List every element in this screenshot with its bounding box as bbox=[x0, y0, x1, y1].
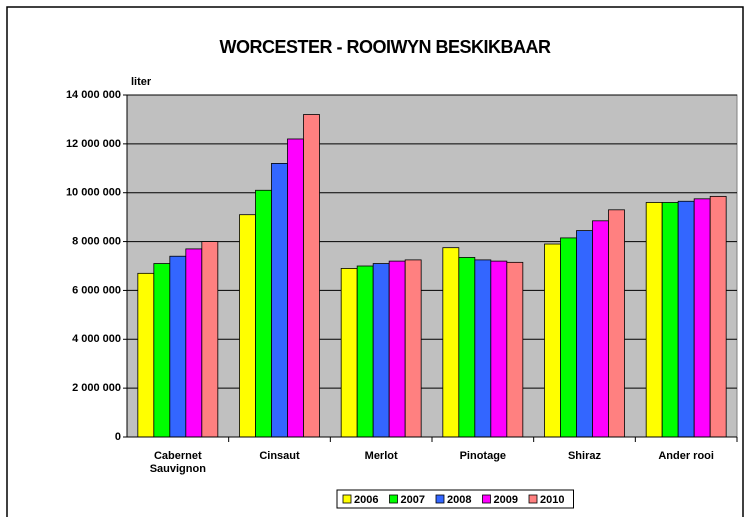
legend-swatch bbox=[482, 494, 491, 504]
bar bbox=[576, 230, 593, 438]
bar bbox=[153, 263, 171, 438]
bar bbox=[661, 202, 679, 438]
legend-swatch bbox=[342, 494, 352, 504]
bar bbox=[474, 259, 492, 438]
bar bbox=[388, 260, 406, 438]
y-tick-label: 10 000 000 bbox=[66, 187, 121, 199]
bar bbox=[709, 195, 727, 438]
bar bbox=[239, 214, 256, 438]
y-tick-label: 4 000 000 bbox=[72, 333, 121, 345]
bar bbox=[608, 209, 625, 438]
y-tick-label: 0 bbox=[115, 431, 121, 443]
legend-label: 2007 bbox=[401, 494, 425, 506]
bar bbox=[506, 261, 524, 438]
legend-label: 2010 bbox=[540, 494, 564, 506]
bar bbox=[372, 263, 390, 438]
y-tick-label: 14 000 000 bbox=[66, 89, 121, 101]
bar bbox=[340, 268, 358, 438]
bar bbox=[677, 200, 695, 438]
x-tick-label: Cabernet Sauvignon bbox=[149, 450, 206, 475]
y-tick-label: 12 000 000 bbox=[66, 138, 121, 150]
bar bbox=[592, 220, 609, 438]
y-tick-label: 6 000 000 bbox=[72, 284, 121, 296]
bar bbox=[271, 162, 288, 438]
legend-label: 2006 bbox=[354, 494, 378, 506]
bar bbox=[458, 257, 476, 438]
bar bbox=[255, 189, 272, 438]
bar bbox=[303, 114, 320, 438]
plot-area bbox=[126, 94, 738, 438]
x-tick-label: Ander rooi bbox=[658, 450, 714, 462]
bar bbox=[185, 248, 203, 438]
legend-swatch bbox=[528, 494, 538, 504]
x-tick-label: Merlot bbox=[364, 450, 398, 462]
legend-swatch bbox=[389, 494, 398, 504]
chart-title: WORCESTER - ROOIWYN BESKIKBAAR bbox=[220, 37, 552, 57]
bar bbox=[201, 241, 219, 438]
bar bbox=[137, 272, 155, 438]
y-axis-label: liter bbox=[131, 76, 152, 88]
y-tick-label: 2 000 000 bbox=[72, 382, 121, 394]
y-tick-label: 8 000 000 bbox=[72, 235, 121, 247]
legend-label: 2009 bbox=[494, 494, 518, 506]
bar bbox=[645, 202, 663, 438]
bar bbox=[442, 247, 460, 438]
bar bbox=[693, 198, 711, 438]
legend-label: 2008 bbox=[447, 494, 471, 506]
legend-box bbox=[336, 489, 574, 509]
x-tick-label: Cinsaut bbox=[259, 450, 300, 462]
bar bbox=[404, 259, 422, 438]
legend-swatch bbox=[435, 494, 445, 504]
bar bbox=[490, 260, 508, 438]
bar bbox=[356, 265, 374, 438]
bar bbox=[544, 243, 561, 438]
bar bbox=[287, 138, 304, 438]
bar bbox=[560, 237, 577, 438]
x-tick-label: Pinotage bbox=[459, 450, 507, 462]
x-tick-label: Shiraz bbox=[567, 450, 601, 462]
bar bbox=[169, 255, 187, 438]
